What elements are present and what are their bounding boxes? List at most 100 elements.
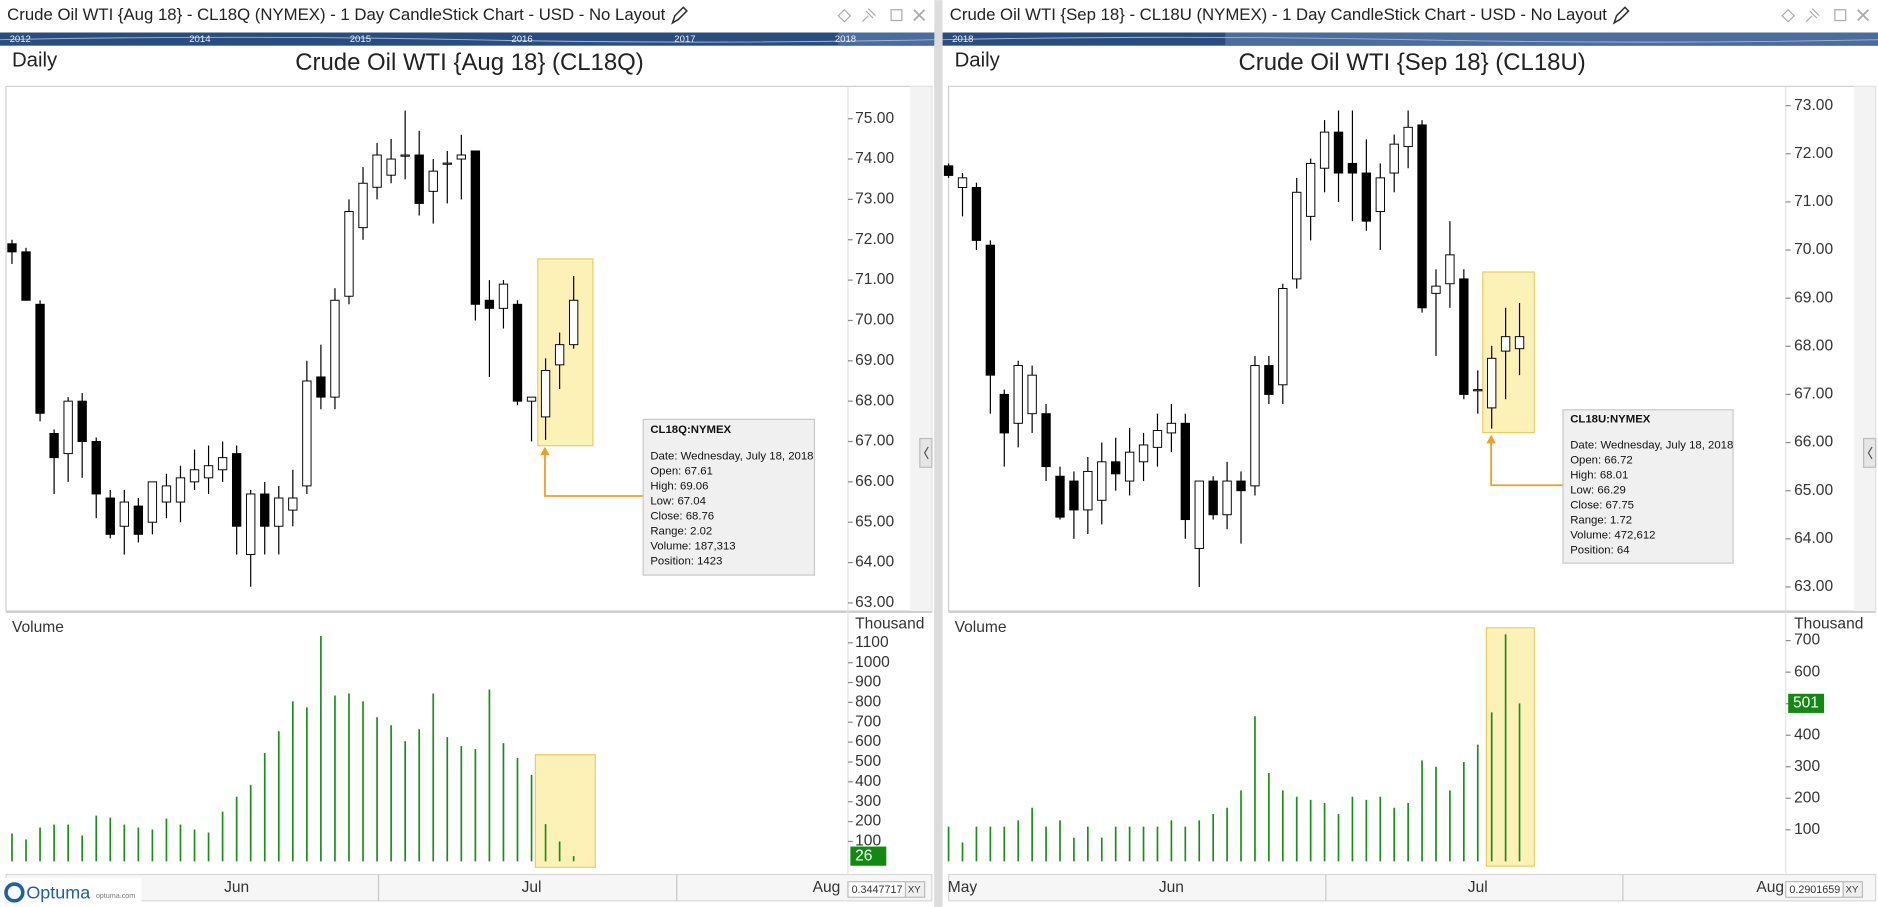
- candle-body: [1166, 422, 1177, 434]
- logo-url: optuma.com: [96, 892, 135, 900]
- candle-body: [63, 400, 73, 455]
- scale-value: 0.2901659: [1789, 884, 1840, 896]
- volume-tick-label: 300: [855, 793, 881, 810]
- timeline-window: [838, 32, 935, 46]
- y-tick-label: 73.00: [855, 191, 894, 208]
- timeline-year: 2018: [835, 34, 856, 45]
- period-label: Daily: [955, 50, 1001, 72]
- pin-icon[interactable]: [861, 8, 876, 23]
- y-tick-label: 70.00: [1794, 241, 1833, 258]
- close-minimize-icon[interactable]: [890, 9, 903, 22]
- candle-body: [554, 344, 565, 366]
- candle-body: [1305, 162, 1316, 217]
- y-tick-label: 65.00: [855, 513, 894, 530]
- tooltip-line: Open: 67.61: [650, 465, 713, 477]
- candle-body: [999, 393, 1009, 434]
- volume-tick-label: 1100: [855, 634, 889, 651]
- candle-body: [386, 158, 396, 176]
- logo-name: Optuma: [26, 882, 90, 902]
- x-tick-label: Aug: [1756, 879, 1784, 896]
- candle-body: [1292, 191, 1302, 280]
- tooltip-line: Date: Wednesday, July 18, 2018: [1570, 440, 1733, 452]
- x-axis-strip: [5, 873, 933, 902]
- logo-icon: [4, 882, 25, 903]
- edit-icon: [671, 6, 688, 25]
- y-tick-label: 75.00: [855, 110, 894, 127]
- candle-body: [35, 303, 45, 414]
- candle-body: [1250, 365, 1260, 487]
- candle-body: [456, 154, 466, 160]
- candle-body: [1264, 365, 1274, 395]
- candle-body: [105, 497, 115, 535]
- tooltip-arrow: [1490, 436, 1564, 487]
- candle-body: [1013, 365, 1023, 424]
- window-title: Crude Oil WTI {Aug 18} - CL18Q (NYMEX) -…: [7, 5, 665, 24]
- candle-body: [189, 469, 200, 483]
- candle-body: [119, 501, 129, 527]
- candle-body: [133, 505, 144, 535]
- tooltip-line: High: 68.01: [1570, 470, 1628, 482]
- volume-tick-label: 600: [1794, 663, 1820, 680]
- volume-title: Volume: [955, 619, 1007, 636]
- close-minimize-icon[interactable]: [1834, 9, 1847, 22]
- y-tick-label: 64.00: [855, 554, 894, 571]
- last-value-tag: [1788, 693, 1825, 713]
- candle-body: [1445, 254, 1455, 285]
- tooltip-line: Range: 1.72: [1570, 515, 1632, 527]
- volume-title: Volume: [12, 619, 64, 636]
- candle-body: [1417, 124, 1427, 309]
- candle-body: [498, 283, 509, 309]
- tooltip-arrow: [544, 448, 644, 497]
- x-tick-label: Jul: [1468, 879, 1488, 896]
- close-icon[interactable]: [1857, 9, 1870, 22]
- candle-body: [1487, 357, 1497, 409]
- volume-tick-label: 100: [855, 833, 881, 850]
- link-icon[interactable]: [1781, 8, 1796, 23]
- candle-body: [568, 299, 579, 346]
- collapse-handle[interactable]: [919, 437, 933, 468]
- timeline-window: [1225, 32, 1878, 46]
- candle-body: [1236, 480, 1246, 492]
- candle-body: [1208, 480, 1218, 516]
- close-icon[interactable]: [913, 9, 926, 22]
- tooltip-title: CL18Q:NYMEX: [650, 424, 731, 436]
- y-tick-label: 70.00: [855, 312, 894, 329]
- edit-icon: [1612, 6, 1630, 25]
- xy-button[interactable]: [1842, 881, 1864, 898]
- tooltip-line: Range: 2.02: [650, 525, 712, 537]
- candle-body: [21, 251, 31, 301]
- y-tick-label: 66.00: [1794, 434, 1833, 451]
- candle-body: [943, 165, 954, 176]
- candle-body: [1055, 475, 1065, 518]
- candle-body: [484, 299, 495, 309]
- y-tick-label: 74.00: [855, 150, 894, 167]
- window-divider: [934, 0, 943, 907]
- y-tick-label: 66.00: [855, 473, 894, 490]
- xy-button[interactable]: [904, 881, 926, 898]
- y-tick-label: 72.00: [1794, 145, 1833, 162]
- scroll-strip: [910, 86, 932, 611]
- y-tick-label: 63.00: [855, 594, 894, 611]
- candle-body: [1041, 413, 1051, 468]
- candle-body: [1500, 336, 1511, 352]
- volume-unit: Thousand: [1794, 615, 1863, 632]
- volume-tick-label: 800: [855, 694, 881, 711]
- y-tick-label: 63.00: [1794, 578, 1833, 595]
- candle-body: [161, 485, 172, 503]
- pin-icon[interactable]: [1805, 8, 1820, 23]
- tooltip-line: Open: 66.72: [1570, 455, 1633, 467]
- candle-body: [1375, 177, 1385, 213]
- y-tick-label: 68.00: [855, 392, 894, 409]
- candle-body: [1333, 131, 1344, 174]
- candle-body: [985, 244, 996, 376]
- tooltip-line: Date: Wednesday, July 18, 2018: [650, 450, 813, 462]
- collapse-handle[interactable]: [1863, 437, 1877, 468]
- x-tick-label: May: [948, 879, 978, 896]
- link-icon[interactable]: [837, 8, 852, 23]
- candle-body: [203, 465, 214, 479]
- candle-body: [540, 370, 551, 418]
- tooltip-box: [642, 418, 816, 576]
- tooltip-line: Volume: 472,612: [1570, 530, 1655, 542]
- candle-body: [147, 481, 158, 523]
